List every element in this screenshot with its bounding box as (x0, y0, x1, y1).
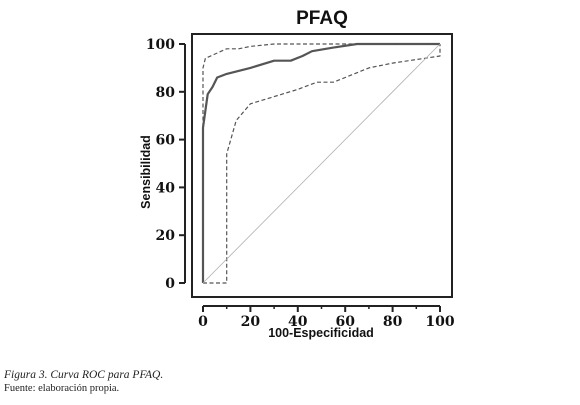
y-tick-label: 0 (165, 276, 175, 292)
y-tick-label: 60 (156, 133, 176, 149)
roc-curve-line (201, 42, 440, 283)
y-tick-label: 20 (156, 228, 176, 244)
y-axis-label: Sensibilidad (139, 135, 153, 209)
lower-confidence-band-line (203, 44, 441, 284)
y-tick-label: 100 (146, 37, 175, 53)
x-axis-label: 100-Especificidad (268, 326, 374, 340)
figure-caption-title: Figura 3. Curva ROC para PFAQ. (4, 369, 164, 381)
figure-caption: Figura 3. Curva ROC para PFAQ. Fuente: e… (4, 368, 564, 396)
y-tick-label: 80 (156, 85, 176, 101)
y-tick-label: 40 (156, 180, 176, 196)
x-tick-label: 20 (241, 314, 261, 330)
x-tick-label: 40 (288, 314, 308, 330)
roc-chart-svg: PFAQ Sensibilidad 100-Especificidad 0 20 4… (139, 8, 455, 340)
figure-caption-source: Fuente: elaboración propia. (4, 383, 120, 394)
x-tick-label: 80 (383, 314, 403, 330)
reference-diagonal-line (202, 43, 441, 284)
x-tick-label: 60 (335, 314, 355, 330)
upper-confidence-band-line (202, 43, 440, 283)
plot-frame (191, 33, 453, 298)
x-tick-label: 100 (425, 314, 454, 330)
roc-chart: PFAQ Sensibilidad 100-Especificidad 0 20 4… (139, 8, 455, 340)
plot-area: 0 20 40 60 80 100 0 20 40 60 80 100 (146, 33, 455, 330)
chart-title: PFAQ (296, 8, 348, 29)
x-tick-label: 0 (198, 314, 208, 330)
